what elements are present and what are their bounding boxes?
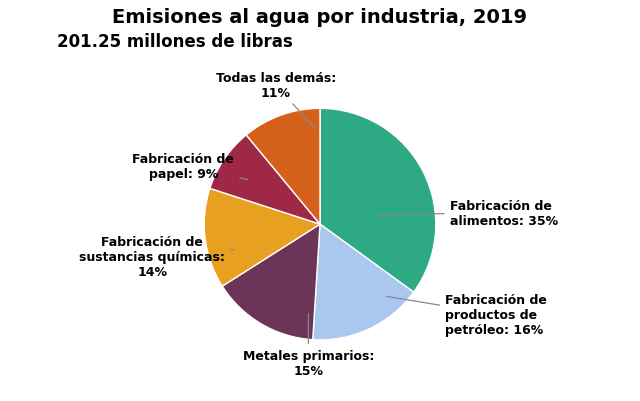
Text: Fabricación de
papel: 9%: Fabricación de papel: 9% (132, 153, 248, 181)
Wedge shape (204, 189, 320, 286)
Text: Metales primarios:
15%: Metales primarios: 15% (243, 314, 374, 377)
Wedge shape (210, 136, 320, 225)
Text: 201.25 millones de libras: 201.25 millones de libras (58, 33, 293, 51)
Wedge shape (320, 109, 436, 292)
Text: Fabricación de
alimentos: 35%: Fabricación de alimentos: 35% (378, 199, 558, 227)
Wedge shape (222, 225, 320, 340)
Text: Todas las demás:
11%: Todas las demás: 11% (216, 72, 336, 130)
Text: Fabricación de
sustancias químicas:
14%: Fabricación de sustancias químicas: 14% (79, 235, 234, 278)
Wedge shape (313, 225, 413, 340)
Text: Fabricación de
productos de
petróleo: 16%: Fabricación de productos de petróleo: 16… (387, 293, 547, 336)
Title: Emisiones al agua por industria, 2019: Emisiones al agua por industria, 2019 (113, 8, 527, 27)
Wedge shape (246, 109, 320, 225)
